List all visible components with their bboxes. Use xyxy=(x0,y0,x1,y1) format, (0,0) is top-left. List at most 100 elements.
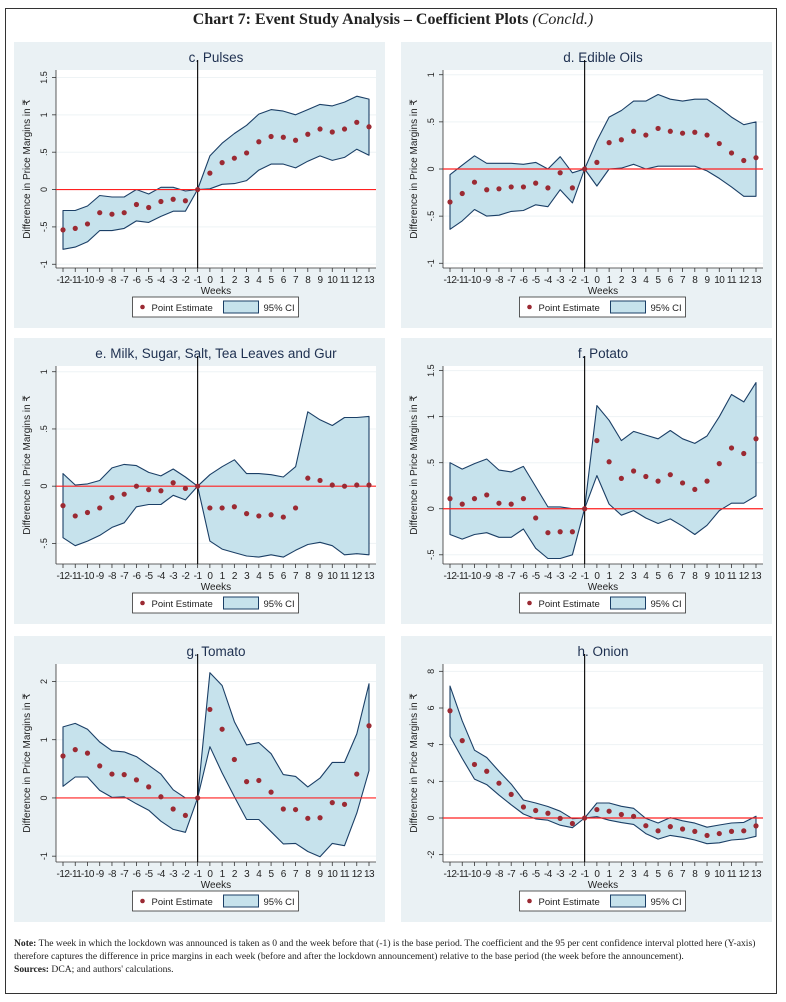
point-estimate-marker xyxy=(631,128,637,134)
x-tick-label: 10 xyxy=(327,275,338,286)
legend-label-point: Point Estimate xyxy=(152,897,213,908)
x-tick-label: -1 xyxy=(581,275,590,286)
x-tick-label: -2 xyxy=(181,571,190,582)
point-estimate-marker xyxy=(606,808,612,814)
y-tick-label: -.5 xyxy=(39,222,49,233)
x-tick-label: -10 xyxy=(468,571,482,582)
page-title-suffix: (Concld.) xyxy=(532,11,594,28)
y-axis-label: Difference in Price Margins in ₹ xyxy=(409,693,420,833)
x-tick-label: 4 xyxy=(643,869,649,880)
x-tick-label: -10 xyxy=(81,571,95,582)
x-tick-label: -12 xyxy=(444,275,458,286)
point-estimate-marker xyxy=(366,723,372,729)
chart-svg: d. Edible Oils -1 -.5 0 .5 1 Difference in Pri… xyxy=(409,50,763,318)
point-estimate-marker xyxy=(594,159,600,165)
point-estimate-marker xyxy=(655,478,661,484)
y-tick-label: 4 xyxy=(426,742,436,747)
x-tick-label: 1 xyxy=(607,869,613,880)
x-tick-label: -8 xyxy=(495,275,504,286)
legend-point-marker xyxy=(527,304,532,310)
x-tick-label: -1 xyxy=(194,869,203,880)
point-estimate-marker xyxy=(447,199,453,205)
y-tick-label: 2 xyxy=(426,779,436,784)
point-estimate-marker xyxy=(317,477,323,484)
x-tick-label: 7 xyxy=(680,275,686,286)
x-tick-label: 0 xyxy=(594,275,600,286)
legend-point-marker xyxy=(140,898,145,904)
x-tick-label: -8 xyxy=(108,571,117,582)
point-estimate-marker xyxy=(704,832,710,839)
point-estimate-marker xyxy=(256,139,262,145)
x-tick-label: -2 xyxy=(568,275,577,286)
point-estimate-marker xyxy=(582,166,588,172)
x-tick-label: 6 xyxy=(281,571,287,582)
x-tick-label: 8 xyxy=(305,571,311,582)
x-tick-label: -4 xyxy=(544,869,553,880)
x-tick-label: -12 xyxy=(57,571,71,582)
y-tick-label: 1 xyxy=(39,112,49,117)
point-estimate-marker xyxy=(520,496,527,502)
point-estimate-marker xyxy=(545,810,551,816)
point-estimate-marker xyxy=(182,198,188,204)
point-estimate-marker xyxy=(496,186,502,192)
x-tick-label: -5 xyxy=(532,571,541,582)
x-tick-label: 1 xyxy=(607,571,613,582)
point-estimate-marker xyxy=(716,140,722,147)
x-tick-label: -10 xyxy=(81,869,95,880)
point-estimate-marker xyxy=(292,505,299,511)
x-tick-label: -10 xyxy=(468,275,482,286)
point-estimate-marker xyxy=(716,461,722,467)
point-estimate-marker xyxy=(72,513,78,519)
point-estimate-marker xyxy=(97,210,103,216)
legend-label-ci: 95% CI xyxy=(264,599,295,610)
x-tick-label: -4 xyxy=(157,275,166,286)
ci-band xyxy=(62,95,370,250)
point-estimate-marker xyxy=(109,771,115,777)
legend-label-ci: 95% CI xyxy=(651,897,682,908)
point-estimate-marker xyxy=(741,157,747,164)
y-tick-label: 1 xyxy=(426,72,436,77)
y-tick-label: 6 xyxy=(426,705,436,710)
x-tick-label: -3 xyxy=(169,869,178,880)
y-tick-label: -.5 xyxy=(39,538,49,549)
x-tick-label: -3 xyxy=(169,275,178,286)
point-estimate-marker xyxy=(256,513,262,519)
notes: Note: The week in which the lockdown was… xyxy=(14,937,772,977)
point-estimate-marker xyxy=(459,738,465,744)
y-tick-label: 1 xyxy=(39,369,49,374)
x-tick-label: -6 xyxy=(132,275,141,286)
point-estimate-marker xyxy=(533,807,539,814)
point-estimate-marker xyxy=(133,483,140,489)
point-estimate-marker xyxy=(447,708,453,714)
point-estimate-marker xyxy=(146,487,152,493)
point-estimate-marker xyxy=(471,761,478,768)
x-tick-label: 12 xyxy=(352,869,363,880)
point-estimate-marker xyxy=(354,482,360,488)
point-estimate-marker xyxy=(146,204,152,211)
point-estimate-marker xyxy=(631,468,637,474)
point-estimate-marker xyxy=(305,475,311,481)
x-tick-label: -11 xyxy=(69,869,82,880)
x-tick-label: 9 xyxy=(705,571,711,582)
point-estimate-marker xyxy=(582,506,588,512)
point-estimate-marker xyxy=(484,187,490,193)
y-tick-label: 8 xyxy=(426,669,436,674)
x-tick-label: -4 xyxy=(544,571,553,582)
point-estimate-marker xyxy=(631,813,637,819)
x-tick-label: -5 xyxy=(532,869,541,880)
y-tick-label: -.5 xyxy=(426,211,436,222)
point-estimate-marker xyxy=(557,815,563,821)
x-tick-label: -11 xyxy=(456,275,469,286)
point-estimate-marker xyxy=(679,130,686,136)
point-estimate-marker xyxy=(728,828,735,834)
x-tick-label: -3 xyxy=(556,275,565,286)
legend-point-marker xyxy=(140,600,145,606)
point-estimate-marker xyxy=(170,196,176,202)
point-estimate-marker xyxy=(292,806,299,813)
point-estimate-marker xyxy=(341,483,348,489)
point-estimate-marker xyxy=(496,500,502,506)
y-tick-label: -1 xyxy=(39,260,49,268)
x-axis-label: Weeks xyxy=(588,582,618,593)
point-estimate-marker xyxy=(447,496,453,502)
sources-paragraph: Sources: DCA; and authors' calculations. xyxy=(14,963,772,976)
